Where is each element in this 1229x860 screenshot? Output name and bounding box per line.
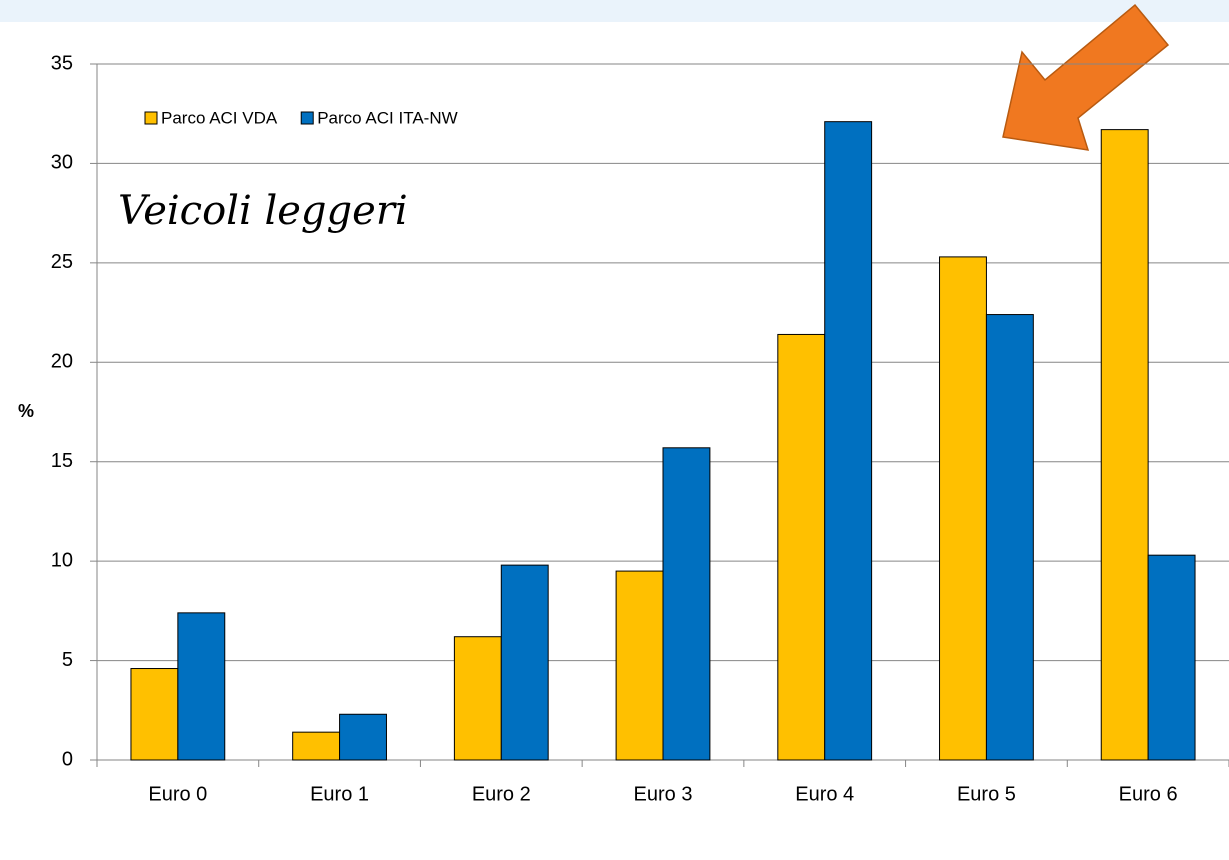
y-tick-label: 35 [51, 52, 73, 74]
x-tick-label: Euro 0 [148, 783, 207, 805]
y-tick-label: 10 [51, 549, 73, 571]
y-tick-label: 0 [62, 748, 73, 770]
y-tick-label: 25 [51, 251, 73, 273]
bar [777, 333, 826, 761]
y-tick-label: 5 [62, 649, 73, 671]
bar [662, 447, 711, 761]
x-tick-label: Euro 3 [634, 783, 693, 805]
bar [500, 564, 549, 761]
bar [1147, 554, 1196, 761]
bar [339, 713, 387, 761]
legend-swatch [144, 111, 158, 125]
bar [130, 668, 179, 761]
bar [985, 314, 1034, 761]
top-strip [0, 0, 1229, 22]
y-tick-label: 20 [51, 351, 73, 373]
arrow [1002, 3, 1170, 151]
x-tick-label: Euro 6 [1119, 783, 1178, 805]
bar [824, 121, 873, 761]
bar [615, 570, 664, 761]
x-tick-label: Euro 2 [472, 783, 531, 805]
x-tick-label: Euro 5 [957, 783, 1016, 805]
y-tick-label: 30 [51, 152, 73, 174]
bar [1100, 129, 1149, 761]
bar [292, 731, 341, 761]
bar [177, 612, 226, 761]
legend-label: Parco ACI VDA [161, 108, 278, 127]
y-tick-label: 15 [51, 450, 73, 472]
legend-swatch [300, 111, 314, 125]
annotation: Veicoli leggeri [118, 188, 408, 234]
legend-label: Parco ACI ITA-NW [317, 108, 457, 127]
x-tick-label: Euro 1 [310, 783, 369, 805]
x-tick-label: Euro 4 [795, 783, 854, 805]
y-axis-label: % [18, 401, 34, 421]
bar [939, 256, 987, 761]
bar [453, 636, 502, 761]
